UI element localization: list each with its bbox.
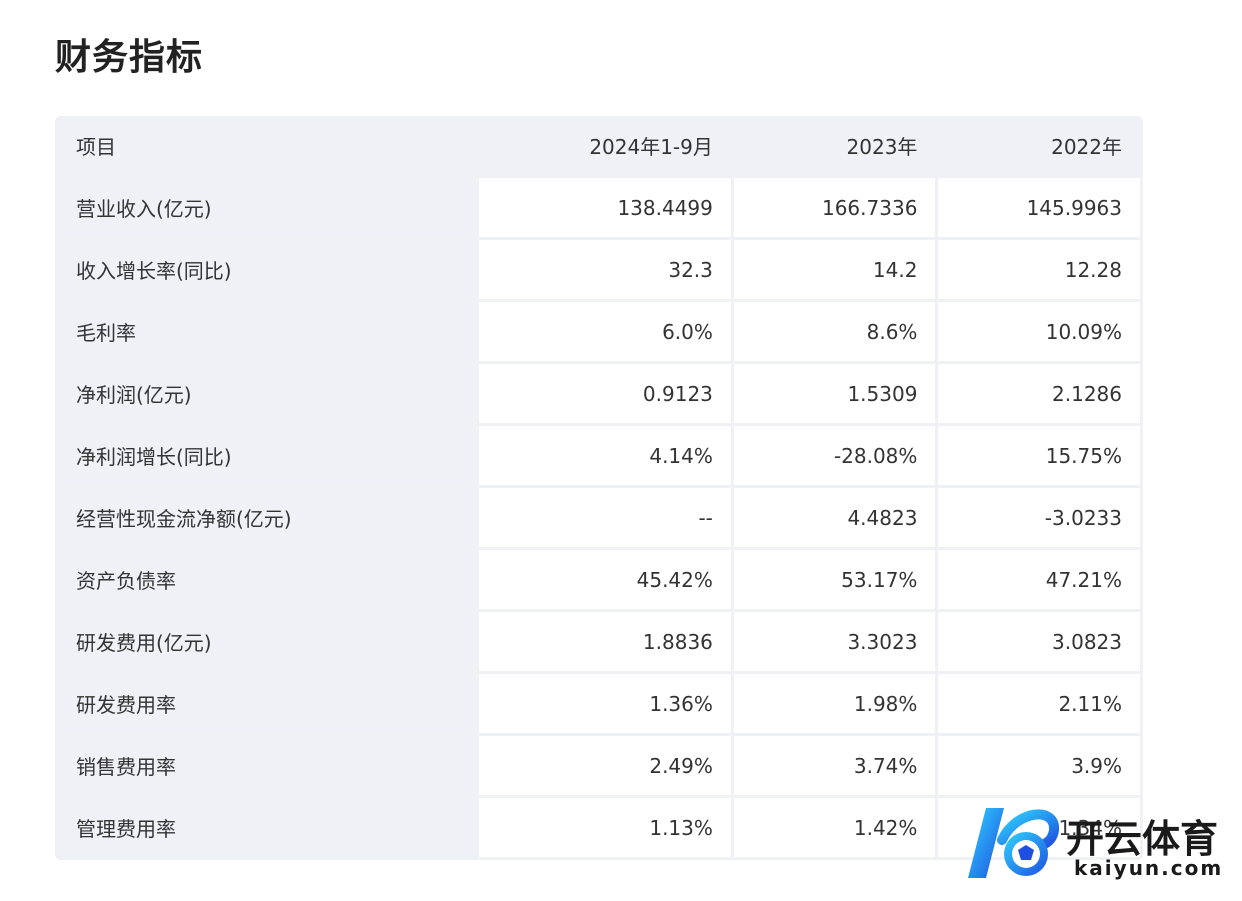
cell-value: 1.13%	[479, 798, 731, 857]
cell-value: 4.4823	[733, 488, 936, 547]
cell-value: 1.5309	[733, 364, 936, 423]
table-row: 管理费用率 1.13% 1.42% 1.34%	[58, 798, 1140, 857]
cell-value: 15.75%	[938, 426, 1140, 485]
row-label: 营业收入(亿元)	[58, 178, 477, 237]
kaiyun-logo-icon	[968, 808, 1059, 878]
table-row: 收入增长率(同比) 32.3 14.2 12.28	[58, 240, 1140, 299]
cell-value: 2.11%	[938, 674, 1140, 733]
page-title: 财务指标	[55, 37, 204, 78]
row-label: 管理费用率	[58, 798, 477, 857]
table-row: 销售费用率 2.49% 3.74% 3.9%	[58, 736, 1140, 795]
cell-value: 2.49%	[479, 736, 731, 795]
table-row: 研发费用率 1.36% 1.98% 2.11%	[58, 674, 1140, 733]
cell-value: 53.17%	[733, 550, 936, 609]
table-row: 净利润(亿元) 0.9123 1.5309 2.1286	[58, 364, 1140, 423]
cell-value: 3.3023	[733, 612, 936, 671]
cell-value: 1.8836	[479, 612, 731, 671]
row-label: 收入增长率(同比)	[58, 240, 477, 299]
table-row: 营业收入(亿元) 138.4499 166.7336 145.9963	[58, 178, 1140, 237]
financial-table-container: 项目 2024年1-9月 2023年 2022年 营业收入(亿元) 138.44…	[55, 116, 1143, 860]
cell-value: 2.1286	[938, 364, 1140, 423]
row-label: 研发费用率	[58, 674, 477, 733]
financial-indicators-table: 项目 2024年1-9月 2023年 2022年 营业收入(亿元) 138.44…	[55, 116, 1143, 860]
cell-value: 3.74%	[733, 736, 936, 795]
table-row: 经营性现金流净额(亿元) -- 4.4823 -3.0233	[58, 488, 1140, 547]
cell-value: 6.0%	[479, 302, 731, 361]
cell-value: -3.0233	[938, 488, 1140, 547]
table-header-row: 项目 2024年1-9月 2023年 2022年	[58, 116, 1140, 175]
row-label: 研发费用(亿元)	[58, 612, 477, 671]
watermark: 开云体育 kaiyun.com	[956, 800, 1236, 895]
header-2022: 2022年	[938, 116, 1140, 175]
row-label: 销售费用率	[58, 736, 477, 795]
cell-value: -28.08%	[733, 426, 936, 485]
cell-value: 1.36%	[479, 674, 731, 733]
cell-value: 14.2	[733, 240, 936, 299]
cell-value: 138.4499	[479, 178, 731, 237]
row-label: 资产负债率	[58, 550, 477, 609]
cell-value: 1.42%	[733, 798, 936, 857]
cell-value: 32.3	[479, 240, 731, 299]
cell-value: 1.98%	[733, 674, 936, 733]
cell-value: 3.0823	[938, 612, 1140, 671]
row-label: 净利润增长(同比)	[58, 426, 477, 485]
header-2023: 2023年	[733, 116, 936, 175]
cell-value: 145.9963	[938, 178, 1140, 237]
table-row: 净利润增长(同比) 4.14% -28.08% 15.75%	[58, 426, 1140, 485]
cell-value: --	[479, 488, 731, 547]
header-item: 项目	[58, 116, 477, 175]
table-row: 毛利率 6.0% 8.6% 10.09%	[58, 302, 1140, 361]
cell-value: 47.21%	[938, 550, 1140, 609]
watermark-name: 开云体育	[1066, 817, 1219, 861]
row-label: 毛利率	[58, 302, 477, 361]
table-row: 研发费用(亿元) 1.8836 3.3023 3.0823	[58, 612, 1140, 671]
cell-value: 45.42%	[479, 550, 731, 609]
cell-value: 8.6%	[733, 302, 936, 361]
cell-value: 166.7336	[733, 178, 936, 237]
cell-value: 4.14%	[479, 426, 731, 485]
header-2024-q3: 2024年1-9月	[479, 116, 731, 175]
cell-value: 3.9%	[938, 736, 1140, 795]
watermark-domain: kaiyun.com	[1074, 856, 1224, 880]
cell-value: 10.09%	[938, 302, 1140, 361]
row-label: 净利润(亿元)	[58, 364, 477, 423]
cell-value: 1.34%	[938, 798, 1140, 857]
cell-value: 0.9123	[479, 364, 731, 423]
row-label: 经营性现金流净额(亿元)	[58, 488, 477, 547]
table-row: 资产负债率 45.42% 53.17% 47.21%	[58, 550, 1140, 609]
cell-value: 12.28	[938, 240, 1140, 299]
